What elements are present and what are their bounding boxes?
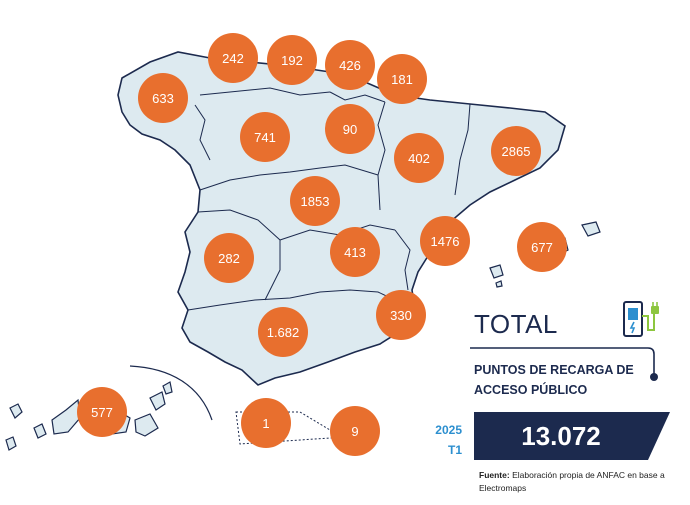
- total-value: 13.072: [521, 420, 601, 451]
- bubble-asturias: 242: [208, 33, 258, 83]
- bubble-cataluna: 2865: [491, 126, 541, 176]
- legend-year: 2025: [435, 423, 462, 437]
- bubble-la-rioja: 90: [325, 104, 375, 154]
- bubble-andalucia: 1.682: [258, 307, 308, 357]
- bubble-baleares: 677: [517, 222, 567, 272]
- source-label: Fuente:: [479, 470, 510, 480]
- bubble-melilla: 9: [330, 406, 380, 456]
- ev-charger-icon: [623, 301, 659, 337]
- legend-connector: [470, 347, 658, 381]
- source-note: Fuente: Elaboración propia de ANFAC en b…: [479, 469, 669, 495]
- total-banner: [474, 412, 670, 460]
- legend-title: TOTAL: [474, 309, 558, 339]
- bubble-pais-vasco: 426: [325, 40, 375, 90]
- source-text: Elaboración propia de ANFAC en base a El…: [479, 470, 665, 493]
- bubble-comunidad-valenciana: 1476: [420, 216, 470, 266]
- bubble-castilla-y-leon: 741: [240, 112, 290, 162]
- bubble-cantabria: 192: [267, 35, 317, 85]
- bubble-ceuta: 1: [241, 398, 291, 448]
- canary-separator: [129, 365, 213, 421]
- bubble-canarias: 577: [77, 387, 127, 437]
- legend-period: 2025 T1: [418, 420, 462, 460]
- legend-quarter: T1: [447, 443, 462, 457]
- legend-subtitle: PUNTOS DE RECARGA DE ACCESO PÚBLICO: [474, 363, 634, 397]
- bubble-aragon: 402: [394, 133, 444, 183]
- bubble-galicia: 633: [138, 73, 188, 123]
- bubble-castilla-la-mancha: 413: [330, 227, 380, 277]
- bubble-madrid: 1853: [290, 176, 340, 226]
- bubble-navarra: 181: [377, 54, 427, 104]
- bubble-extremadura: 282: [204, 233, 254, 283]
- bubble-murcia: 330: [376, 290, 426, 340]
